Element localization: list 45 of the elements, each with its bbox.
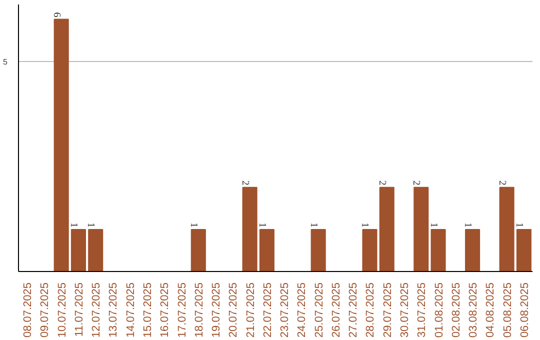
data-label: 1 xyxy=(256,222,268,228)
data-label: 1 xyxy=(428,222,439,228)
data-label: 2 xyxy=(410,180,422,186)
x-tick-label: 22.07.2025 xyxy=(262,282,274,338)
x-tick-label: 11.07.2025 xyxy=(73,282,86,337)
x-tick-label: 24.07.2025 xyxy=(296,282,308,338)
data-label: 2 xyxy=(376,180,388,186)
x-tick-label: 30.07.2025 xyxy=(399,282,411,338)
x-tick-label: 25.07.2025 xyxy=(313,282,326,338)
x-tick-label: 04.08.2025 xyxy=(484,282,497,338)
x-tick-label: 15.07.2025 xyxy=(142,282,154,338)
x-tick-label: 08.07.2025 xyxy=(22,282,34,338)
x-tick-label: 20.07.2025 xyxy=(228,282,240,338)
x-tick-label: 16.07.2025 xyxy=(159,282,172,338)
x-tick-label: 03.08.2025 xyxy=(468,282,480,338)
data-label: 2 xyxy=(496,180,508,186)
x-tick-label: 05.08.2025 xyxy=(502,282,514,338)
x-tick-label: 26.07.2025 xyxy=(330,282,342,338)
data-label: 1 xyxy=(308,222,319,228)
x-tick-label: 29.07.2025 xyxy=(382,282,394,338)
x-tick-label: 12.07.2025 xyxy=(90,282,103,338)
x-tick-label: 09.07.2025 xyxy=(39,282,52,338)
x-tick-label: 23.07.2025 xyxy=(279,282,292,338)
data-label: 1 xyxy=(188,222,199,228)
x-tick-label: 27.07.2025 xyxy=(348,282,360,338)
x-tick-label: 18.07.2025 xyxy=(193,282,206,338)
x-tick-label: 06.08.2025 xyxy=(518,282,531,338)
x-tick-label: 17.07.2025 xyxy=(176,282,188,338)
data-label: 1 xyxy=(359,222,370,228)
x-tick-label: 01.08.2025 xyxy=(433,282,446,338)
data-label: 1 xyxy=(85,222,96,228)
x-tick-label: 10.07.2025 xyxy=(56,282,68,338)
x-tick-label: 02.08.2025 xyxy=(450,282,462,338)
x-tick-label: 28.07.2025 xyxy=(364,282,377,338)
x-tick-label: 21.07.2025 xyxy=(244,282,257,338)
data-label: 1 xyxy=(462,222,474,228)
data-label: 1 xyxy=(68,222,79,228)
x-tick-label: 31.07.2025 xyxy=(416,282,428,338)
x-tick-label: 14.07.2025 xyxy=(124,282,137,338)
y-tick-label: 5 xyxy=(3,57,8,66)
x-tick-label: 19.07.2025 xyxy=(210,282,223,338)
data-label: 1 xyxy=(513,222,524,228)
data-label: 6 xyxy=(50,12,62,18)
x-tick-label: 13.07.2025 xyxy=(108,282,120,338)
data-label: 2 xyxy=(239,180,250,186)
